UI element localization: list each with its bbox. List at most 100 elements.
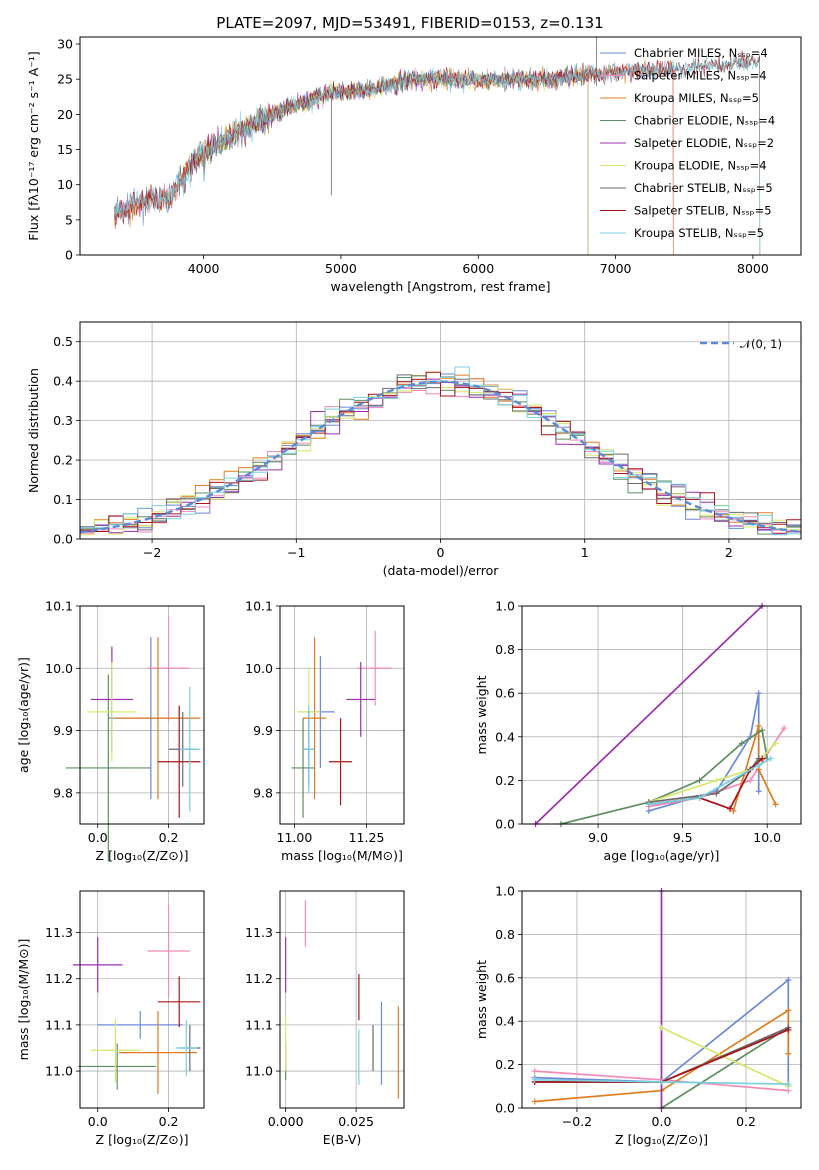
y-tick-label: 11.1 — [245, 1017, 273, 1032]
mass-weight-marker — [785, 1007, 792, 1014]
axes-frame — [279, 605, 405, 825]
mass-weight-marker — [759, 755, 766, 762]
x-tick-label: −0.2 — [562, 1114, 592, 1129]
y-tick-label: 0.1 — [53, 492, 73, 507]
x-tick-label: 0.0 — [88, 830, 108, 845]
spectrum-series-line — [189, 63, 589, 256]
mass-weight-line — [648, 757, 772, 806]
y-tick-label: 11.0 — [45, 1064, 73, 1079]
mass-weight-marker — [767, 755, 774, 762]
x-tick-label: 1 — [581, 545, 589, 560]
x-tick-label: −2 — [143, 545, 161, 560]
y-tick-label: 0.2 — [495, 773, 515, 788]
mass-weight-marker — [747, 777, 754, 784]
x-tick-label: 0.025 — [338, 1114, 374, 1129]
y-tick-label: 11.3 — [245, 925, 273, 940]
mass-weight-marker — [730, 807, 737, 814]
y-tick-label: 0.6 — [495, 970, 515, 985]
y-tick-label: 0.5 — [53, 334, 73, 349]
x-axis-label: wavelength [Angstrom, rest frame] — [330, 279, 550, 294]
x-tick-label: 4000 — [188, 261, 220, 276]
errorbar-point — [65, 674, 151, 862]
y-tick-label: 25 — [57, 72, 73, 87]
x-axis-label: age [log₁₀(age/yr)] — [604, 848, 720, 863]
errorbar-point — [346, 662, 376, 737]
y-tick-label: 1.0 — [495, 884, 515, 899]
y-tick-label: 1.0 — [495, 599, 515, 614]
mass-weight-marker — [713, 790, 720, 797]
x-axis-label: Z [log₁₀(Z/Z⊙)] — [615, 1132, 708, 1147]
x-tick-label: 11.00 — [277, 830, 313, 845]
errorbar-point — [303, 637, 327, 800]
legend-entry: Kroupa ELODIE, Nₛₛₚ=4 — [634, 159, 767, 173]
y-tick-label: 15 — [57, 142, 73, 157]
y-tick-label: 20 — [57, 107, 73, 122]
y-tick-label: 0.0 — [495, 1101, 515, 1116]
axes-frame — [79, 890, 205, 1109]
mass-weight-marker — [772, 801, 779, 808]
y-tick-label: 10.1 — [45, 599, 73, 614]
chart-title: PLATE=2097, MJD=53491, FIBERID=0153, z=0… — [216, 14, 603, 32]
errorbar-point — [157, 976, 201, 1028]
x-tick-label: 9.0 — [588, 830, 608, 845]
legend-entry: Salpeter MILES, Nₛₛₚ=4 — [634, 69, 767, 83]
y-tick-label: 11.2 — [45, 971, 73, 986]
x-tick-label: 9.5 — [673, 830, 693, 845]
x-tick-label: 0.2 — [159, 830, 179, 845]
mass-weight-line — [648, 742, 777, 804]
mass-weight-line — [661, 1026, 789, 1109]
errorbar-point — [303, 705, 315, 793]
y-tick-label: 11.1 — [45, 1017, 73, 1032]
y-tick-label: 0.8 — [495, 927, 515, 942]
mass-weight-marker — [696, 777, 703, 784]
mass-weight-marker — [658, 1024, 665, 1031]
x-tick-label: 8000 — [737, 261, 769, 276]
y-axis-label: Flux [fλ10⁻¹⁷ erg cm⁻² s⁻¹ A⁻¹] — [26, 51, 41, 240]
mass-weight-marker — [696, 794, 703, 801]
mass-vs-EBV-grid — [276, 891, 404, 1112]
errorbar-point — [291, 718, 315, 818]
axes-frame — [521, 605, 802, 825]
age-vs-Z-grid — [76, 605, 204, 828]
legend-entry: Kroupa STELIB, Nₛₛₚ=5 — [634, 226, 764, 240]
spectrum-series-line — [114, 54, 761, 256]
y-tick-label: 0.2 — [495, 1057, 515, 1072]
y-tick-label: 11.0 — [245, 1064, 273, 1079]
x-tick-label: 0.000 — [268, 1114, 304, 1129]
x-tick-label: 0 — [437, 545, 445, 560]
legend-entry: Kroupa MILES, Nₛₛₚ=5 — [634, 91, 759, 105]
mass-weight-marker — [759, 727, 766, 734]
errorbar-point — [329, 718, 353, 806]
errorbar-point — [97, 1011, 183, 1039]
x-axis-label: (data-model)/error — [383, 563, 500, 578]
y-axis-label: age [log₁₀(age/yr)] — [16, 657, 31, 773]
x-tick-label: 0.0 — [88, 1114, 108, 1129]
x-axis-label: Z [log₁₀(Z/Z⊙)] — [96, 1132, 189, 1147]
errorbar-point — [72, 937, 123, 993]
mass-weight-marker — [785, 976, 792, 983]
errorbar-point — [157, 705, 201, 818]
mass-weight-marker — [785, 1081, 792, 1088]
mass-weight-marker — [755, 762, 762, 769]
y-tick-label: 10.0 — [245, 661, 273, 676]
x-tick-label: 7000 — [600, 261, 632, 276]
mass-weight-line — [560, 728, 769, 825]
mass-weight-marker — [531, 1076, 538, 1083]
legend-entry: Salpeter STELIB, Nₛₛₚ=5 — [634, 204, 772, 218]
mass-weight-marker — [726, 805, 733, 812]
mass-weight-line — [534, 605, 763, 825]
axes-frame — [521, 890, 802, 1109]
errorbar-point — [115, 637, 201, 800]
y-tick-label: 0.2 — [53, 453, 73, 468]
errorbar-point — [179, 686, 201, 812]
mass-weight-marker — [755, 690, 762, 697]
mass-weight-line — [648, 758, 760, 804]
normal-reference-curve — [79, 380, 802, 534]
errorbar-point — [147, 904, 190, 998]
y-tick-label: 0.4 — [53, 374, 73, 389]
x-axis-label: E(B-V) — [323, 1132, 362, 1147]
y-tick-label: 0 — [65, 248, 73, 263]
y-tick-label: 11.3 — [45, 925, 73, 940]
x-tick-label: 10.0 — [753, 830, 781, 845]
